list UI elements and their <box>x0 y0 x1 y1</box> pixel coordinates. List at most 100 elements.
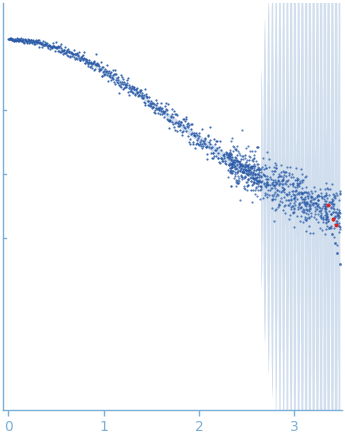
Point <box>6 35 12 42</box>
Point <box>108 76 114 83</box>
Point <box>99 64 105 71</box>
Point <box>275 173 280 180</box>
Point <box>315 201 321 208</box>
Point <box>302 195 307 202</box>
Point <box>28 36 34 43</box>
Point <box>309 187 314 194</box>
Point <box>226 161 232 168</box>
Point <box>250 178 256 185</box>
Point <box>237 167 243 174</box>
Point <box>108 69 114 76</box>
Point <box>326 207 332 214</box>
Point <box>217 143 222 150</box>
Point <box>207 124 213 131</box>
Point <box>230 148 236 155</box>
Point <box>30 38 36 45</box>
Point <box>244 186 249 193</box>
Point <box>178 121 183 128</box>
Point <box>276 201 281 208</box>
Point <box>164 107 170 114</box>
Point <box>232 159 238 166</box>
Point <box>118 72 123 79</box>
Point <box>195 137 200 144</box>
Point <box>110 67 116 74</box>
Point <box>102 66 108 73</box>
Point <box>67 48 72 55</box>
Point <box>179 131 185 138</box>
Point <box>292 201 297 208</box>
Point <box>39 43 45 50</box>
Point <box>322 205 328 212</box>
Point <box>61 50 67 57</box>
Point <box>227 148 233 155</box>
Point <box>309 190 315 197</box>
Point <box>249 168 254 175</box>
Point <box>273 188 278 195</box>
Point <box>225 166 230 173</box>
Point <box>116 90 121 97</box>
Point <box>151 104 156 111</box>
Point <box>100 63 106 70</box>
Point <box>203 143 209 150</box>
Point <box>291 208 296 215</box>
Point <box>137 88 143 95</box>
Point <box>257 183 263 190</box>
Point <box>81 57 86 64</box>
Point <box>294 176 300 183</box>
Point <box>228 183 234 190</box>
Point <box>214 153 219 160</box>
Point <box>43 40 49 47</box>
Point <box>333 221 338 228</box>
Point <box>275 203 280 210</box>
Point <box>196 141 202 148</box>
Point <box>124 80 130 87</box>
Point <box>337 223 343 230</box>
Point <box>42 39 47 46</box>
Point <box>162 109 167 116</box>
Point <box>239 173 245 180</box>
Point <box>153 104 158 111</box>
Point <box>66 53 71 60</box>
Point <box>275 191 281 198</box>
Point <box>290 209 296 216</box>
Point <box>51 43 57 50</box>
Point <box>111 78 117 85</box>
Point <box>238 163 243 170</box>
Point <box>257 166 263 173</box>
Point <box>200 138 206 145</box>
Point <box>86 60 91 67</box>
Point <box>227 168 233 175</box>
Point <box>254 166 259 173</box>
Point <box>78 55 83 62</box>
Point <box>261 172 266 179</box>
Point <box>271 182 276 189</box>
Point <box>251 163 256 170</box>
Point <box>281 180 286 187</box>
Point <box>48 45 53 52</box>
Point <box>317 205 322 212</box>
Point <box>258 169 264 176</box>
Point <box>326 201 331 208</box>
Point <box>282 179 288 186</box>
Point <box>256 181 261 188</box>
Point <box>186 124 191 131</box>
Point <box>148 101 153 108</box>
Point <box>307 201 313 208</box>
Point <box>253 170 258 177</box>
Point <box>290 209 296 216</box>
Point <box>246 168 252 175</box>
Point <box>252 155 257 162</box>
Point <box>335 192 340 199</box>
Point <box>132 85 137 92</box>
Point <box>76 55 82 62</box>
Point <box>331 193 337 200</box>
Point <box>204 142 209 149</box>
Point <box>60 48 66 55</box>
Point <box>258 179 264 186</box>
Point <box>252 176 257 183</box>
Point <box>279 177 285 184</box>
Point <box>337 210 343 217</box>
Point <box>264 149 270 156</box>
Point <box>245 172 251 179</box>
Point <box>232 156 238 163</box>
